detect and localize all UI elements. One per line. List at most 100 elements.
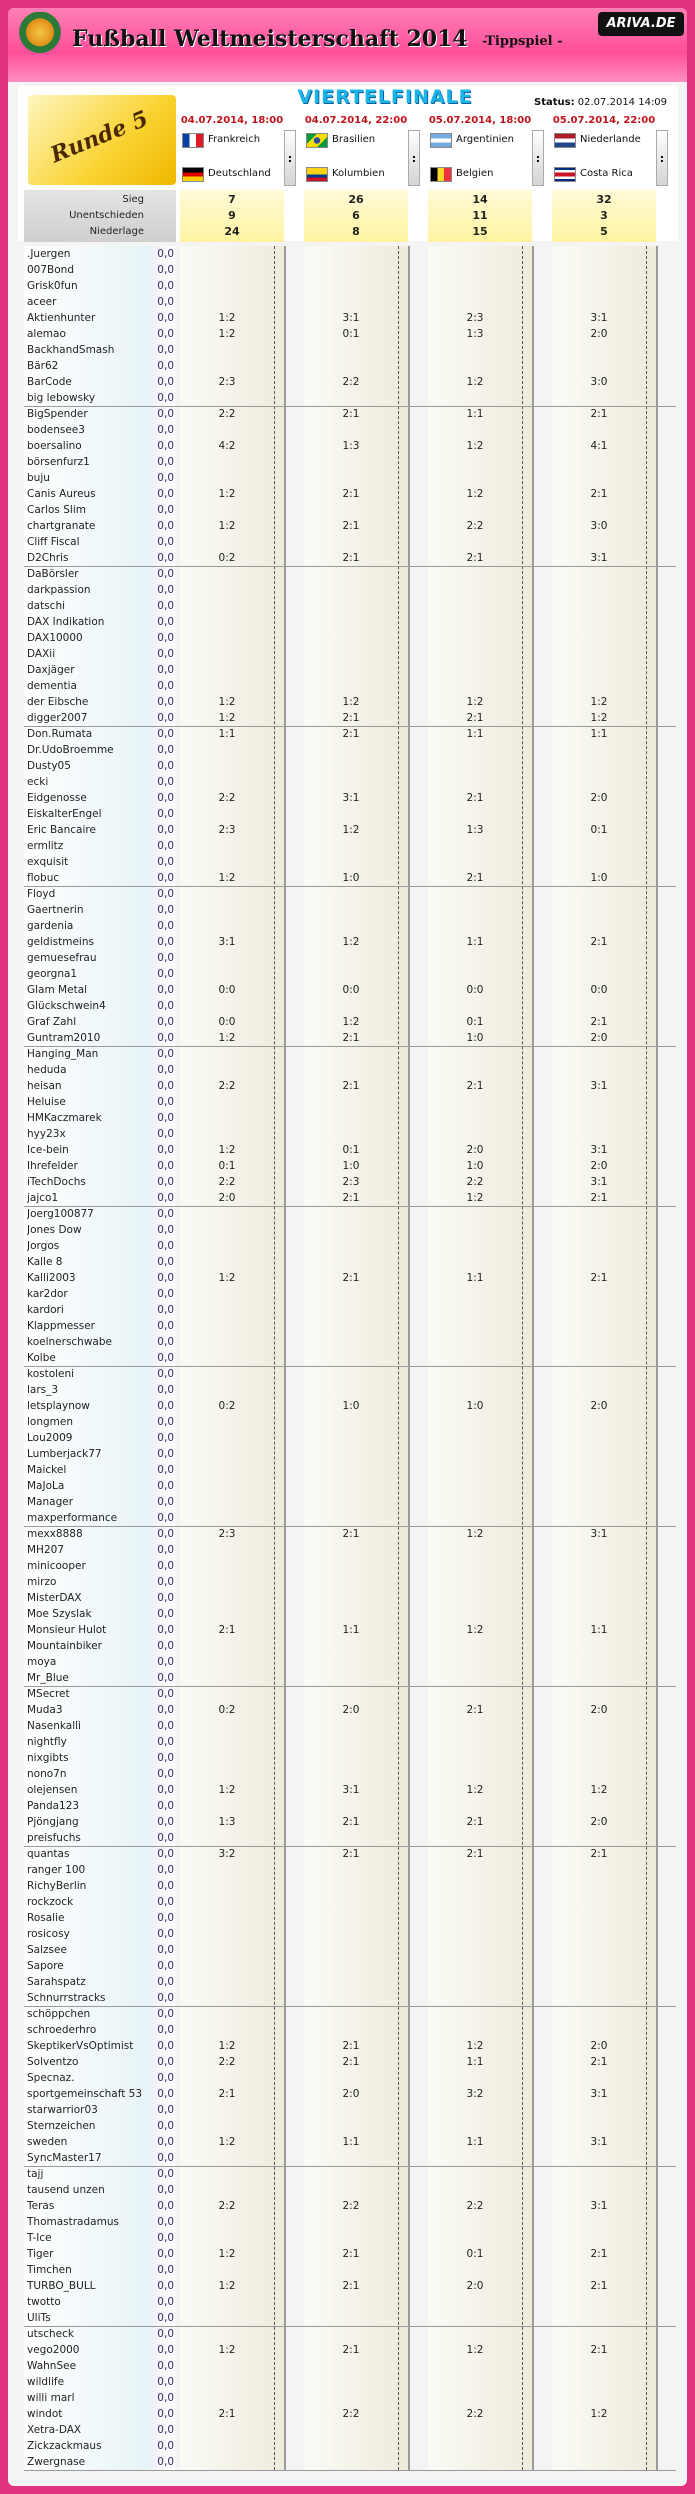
player-name[interactable]: Moe Szyslak xyxy=(27,1608,92,1620)
player-name[interactable]: Sternzeichen xyxy=(27,2120,96,2132)
player-name[interactable]: 007Bond xyxy=(27,264,74,276)
score-select[interactable]: : xyxy=(408,130,420,186)
player-name[interactable]: sweden xyxy=(27,2136,68,2148)
player-name[interactable]: T-Ice xyxy=(27,2232,52,2244)
player-name[interactable]: boersalino xyxy=(27,440,82,452)
player-name[interactable]: Specnaz. xyxy=(27,2072,75,2084)
player-name[interactable]: preisfuchs xyxy=(27,1832,81,1844)
player-name[interactable]: Cliff Fiscal xyxy=(27,536,80,548)
player-name[interactable]: Teras xyxy=(27,2200,55,2212)
player-name[interactable]: hyy23x xyxy=(27,1128,66,1140)
player-name[interactable]: tausend unzen xyxy=(27,2184,105,2196)
player-name[interactable]: Timchen xyxy=(27,2264,72,2276)
player-name[interactable]: rockzock xyxy=(27,1896,74,1908)
player-name[interactable]: Thomastradamus xyxy=(27,2216,119,2228)
score-select[interactable]: : xyxy=(656,130,668,186)
player-name[interactable]: Sapore xyxy=(27,1960,64,1972)
player-name[interactable]: kardori xyxy=(27,1304,64,1316)
player-name[interactable]: utscheck xyxy=(27,2328,74,2340)
player-name[interactable]: Eidgenosse xyxy=(27,792,87,804)
player-name[interactable]: Hanging_Man xyxy=(27,1048,99,1060)
player-name[interactable]: ecki xyxy=(27,776,49,788)
player-name[interactable]: Muda3 xyxy=(27,1704,63,1716)
player-name[interactable]: lars_3 xyxy=(27,1384,59,1396)
player-name[interactable]: datschi xyxy=(27,600,66,612)
player-name[interactable]: EiskalterEngel xyxy=(27,808,102,820)
player-name[interactable]: Gaertnerin xyxy=(27,904,84,916)
player-name[interactable]: longmen xyxy=(27,1416,74,1428)
player-name[interactable]: big lebowsky xyxy=(27,392,96,404)
player-name[interactable]: Monsieur Hulot xyxy=(27,1624,107,1636)
player-name[interactable]: Pjöngjang xyxy=(27,1816,79,1828)
player-name[interactable]: Bär62 xyxy=(27,360,59,372)
player-name[interactable]: moya xyxy=(27,1656,57,1668)
player-name[interactable]: Glückschwein4 xyxy=(27,1000,106,1012)
player-name[interactable]: Don.Rumata xyxy=(27,728,93,740)
player-name[interactable]: windot xyxy=(27,2408,63,2420)
player-name[interactable]: Ice-bein xyxy=(27,1144,69,1156)
player-name[interactable]: HMKaczmarek xyxy=(27,1112,102,1124)
player-name[interactable]: Rosalie xyxy=(27,1912,65,1924)
player-name[interactable]: georgna1 xyxy=(27,968,78,980)
player-name[interactable]: quantas xyxy=(27,1848,70,1860)
player-name[interactable]: olejensen xyxy=(27,1784,78,1796)
player-name[interactable]: darkpassion xyxy=(27,584,91,596)
player-name[interactable]: Jorgos xyxy=(27,1240,60,1252)
player-name[interactable]: MSecret xyxy=(27,1688,70,1700)
player-name[interactable]: twotto xyxy=(27,2296,61,2308)
player-name[interactable]: gemuesefrau xyxy=(27,952,97,964)
player-name[interactable]: willi marl xyxy=(27,2392,75,2404)
player-name[interactable]: dementia xyxy=(27,680,77,692)
player-name[interactable]: Salzsee xyxy=(27,1944,67,1956)
player-name[interactable]: gardenia xyxy=(27,920,74,932)
player-name[interactable]: heduda xyxy=(27,1064,67,1076)
player-name[interactable]: Eric Bancaire xyxy=(27,824,96,836)
player-name[interactable]: D2Chris xyxy=(27,552,69,564)
player-name[interactable]: minicooper xyxy=(27,1560,86,1572)
player-name[interactable]: Glam Metal xyxy=(27,984,88,996)
player-name[interactable]: buju xyxy=(27,472,50,484)
player-name[interactable]: iTechDochs xyxy=(27,1176,86,1188)
player-name[interactable]: Mr_Blue xyxy=(27,1672,69,1684)
player-name[interactable]: SyncMaster17 xyxy=(27,2152,102,2164)
player-name[interactable]: vego2000 xyxy=(27,2344,80,2356)
player-name[interactable]: ermlitz xyxy=(27,840,64,852)
player-name[interactable]: heisan xyxy=(27,1080,62,1092)
player-name[interactable]: chartgranate xyxy=(27,520,96,532)
player-name[interactable]: geldistmeins xyxy=(27,936,94,948)
player-name[interactable]: tajj xyxy=(27,2168,44,2180)
player-name[interactable]: Heluise xyxy=(27,1096,66,1108)
player-name[interactable]: Xetra-DAX xyxy=(27,2424,82,2436)
player-name[interactable]: maxperformance xyxy=(27,1512,118,1524)
player-name[interactable]: BarCode xyxy=(27,376,72,388)
player-name[interactable]: Joerg100877 xyxy=(27,1208,94,1220)
player-name[interactable]: jajco1 xyxy=(27,1192,59,1204)
player-name[interactable]: DAXii xyxy=(27,648,56,660)
player-name[interactable]: der Eibsche xyxy=(27,696,89,708)
player-name[interactable]: MH207 xyxy=(27,1544,64,1556)
player-name[interactable]: MaJoLa xyxy=(27,1480,65,1492)
player-name[interactable]: schöppchen xyxy=(27,2008,91,2020)
player-name[interactable]: Ihrefelder xyxy=(27,1160,78,1172)
player-name[interactable]: Mountainbiker xyxy=(27,1640,102,1652)
player-name[interactable]: alemao xyxy=(27,328,66,340)
player-name[interactable]: Kolbe xyxy=(27,1352,56,1364)
player-name[interactable]: DAX10000 xyxy=(27,632,83,644)
player-name[interactable]: Carlos Slim xyxy=(27,504,86,516)
player-name[interactable]: Schnurrstracks xyxy=(27,1992,106,2004)
player-name[interactable]: exquisit xyxy=(27,856,69,868)
player-name[interactable]: letsplaynow xyxy=(27,1400,90,1412)
player-name[interactable]: Dusty05 xyxy=(27,760,71,772)
player-name[interactable]: DaBörsler xyxy=(27,568,79,580)
player-name[interactable]: Graf Zahl xyxy=(27,1016,77,1028)
player-name[interactable]: Kalli2003 xyxy=(27,1272,76,1284)
player-name[interactable]: Panda123 xyxy=(27,1800,80,1812)
player-name[interactable]: nightfly xyxy=(27,1736,67,1748)
player-name[interactable]: kostoleni xyxy=(27,1368,75,1380)
player-name[interactable]: MisterDAX xyxy=(27,1592,82,1604)
player-name[interactable]: Grisk0fun xyxy=(27,280,78,292)
player-name[interactable]: bodensee3 xyxy=(27,424,85,436)
player-name[interactable]: rosicosy xyxy=(27,1928,70,1940)
player-name[interactable]: Zwergnase xyxy=(27,2456,86,2468)
ariva-logo[interactable]: ARIVA.DE xyxy=(598,12,684,36)
